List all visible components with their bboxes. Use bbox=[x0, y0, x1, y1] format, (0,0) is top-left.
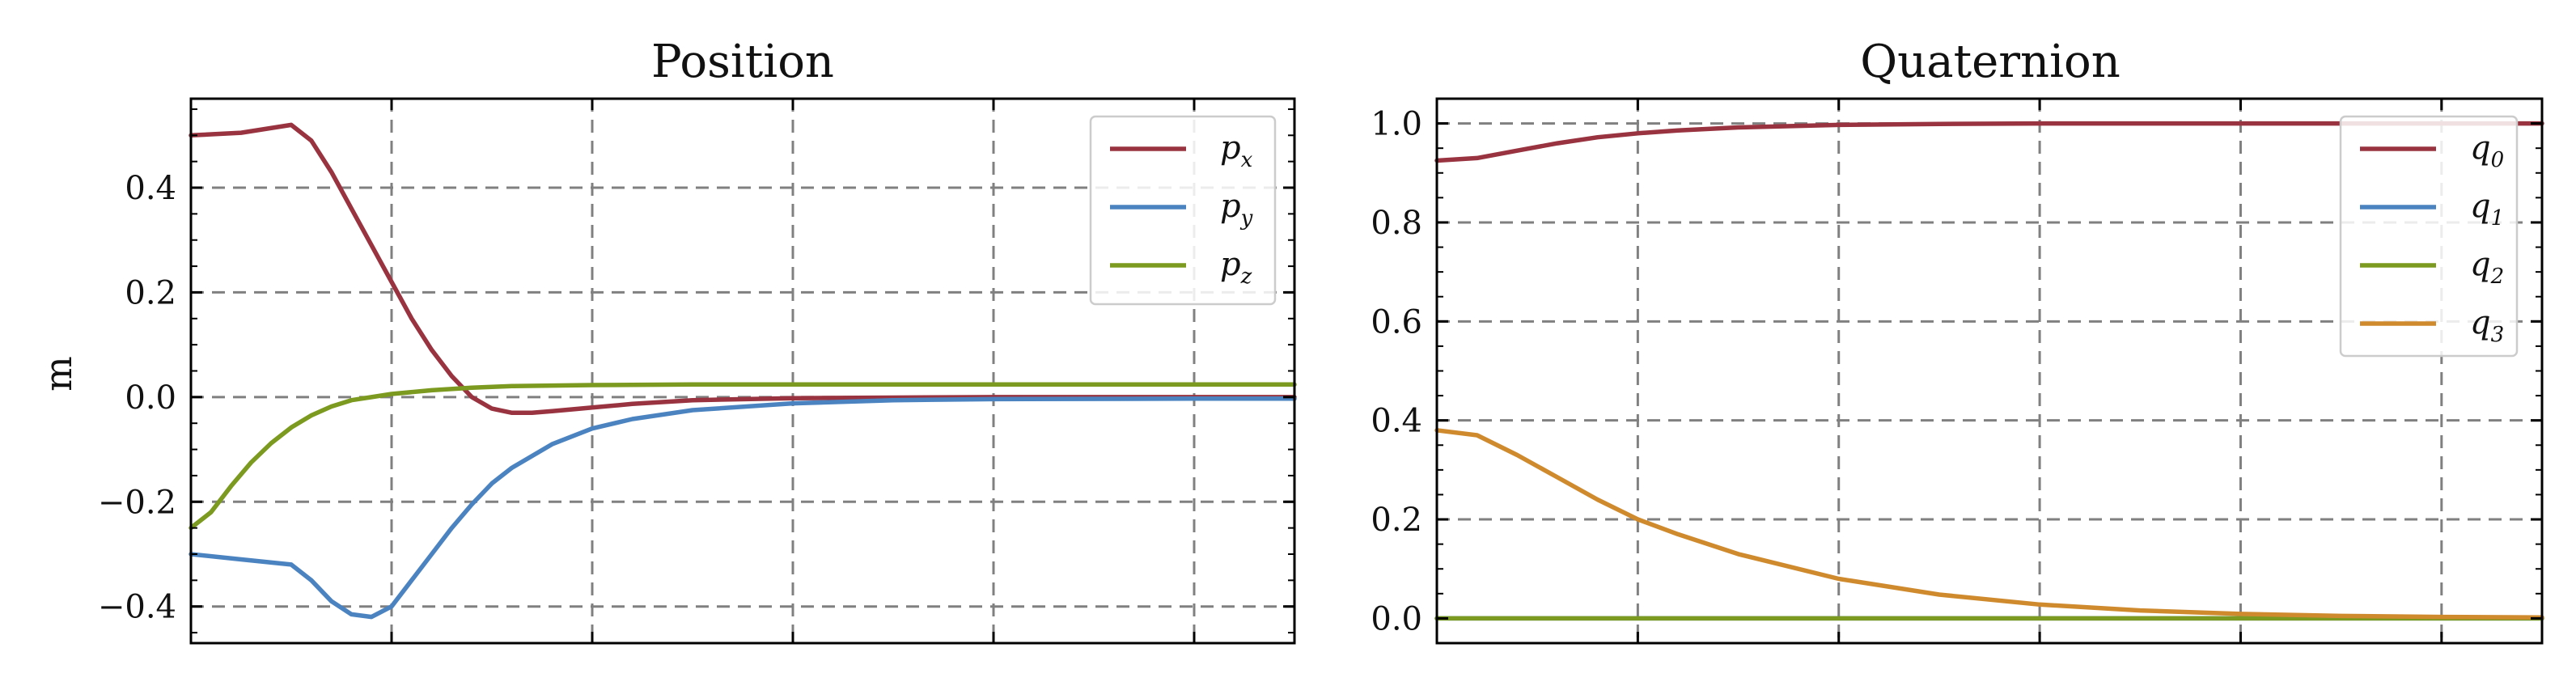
position-series-px bbox=[189, 122, 1297, 416]
position-ylabel: m bbox=[36, 356, 80, 392]
quaternion-series-q0 bbox=[1434, 121, 2544, 163]
position-series-py bbox=[189, 396, 1297, 620]
quaternion-ytick-label-1: 0.2 bbox=[1371, 502, 1422, 539]
position-ytick-label-4: 0.4 bbox=[125, 170, 176, 207]
position-ytick-label-0: −0.4 bbox=[98, 589, 176, 626]
quaternion-ytick-label-0: 0.0 bbox=[1371, 600, 1422, 637]
quaternion-series-q3 bbox=[1434, 428, 2544, 620]
position-ytick-label-2: 0.0 bbox=[125, 379, 176, 417]
quaternion-ytick-label-2: 0.4 bbox=[1371, 403, 1422, 440]
position-ytick-label-3: 0.2 bbox=[125, 274, 176, 311]
quaternion-legend-label-q2: q2 bbox=[2470, 246, 2504, 289]
position-title: Position bbox=[651, 36, 834, 88]
position-legend-frame bbox=[1089, 115, 1277, 306]
position-series-pz bbox=[189, 382, 1297, 531]
quaternion-ytick-label-4: 0.8 bbox=[1371, 205, 1422, 242]
quaternion-ytick-label-5: 1.0 bbox=[1371, 106, 1422, 143]
position-legend-label-py: py bbox=[1220, 188, 1253, 231]
quaternion-legend-frame bbox=[2339, 115, 2519, 358]
quaternion-ytick-label-3: 0.6 bbox=[1371, 303, 1422, 341]
quaternion-title: Quaternion bbox=[1860, 36, 2121, 88]
position-ytick-label-1: −0.2 bbox=[98, 484, 176, 521]
